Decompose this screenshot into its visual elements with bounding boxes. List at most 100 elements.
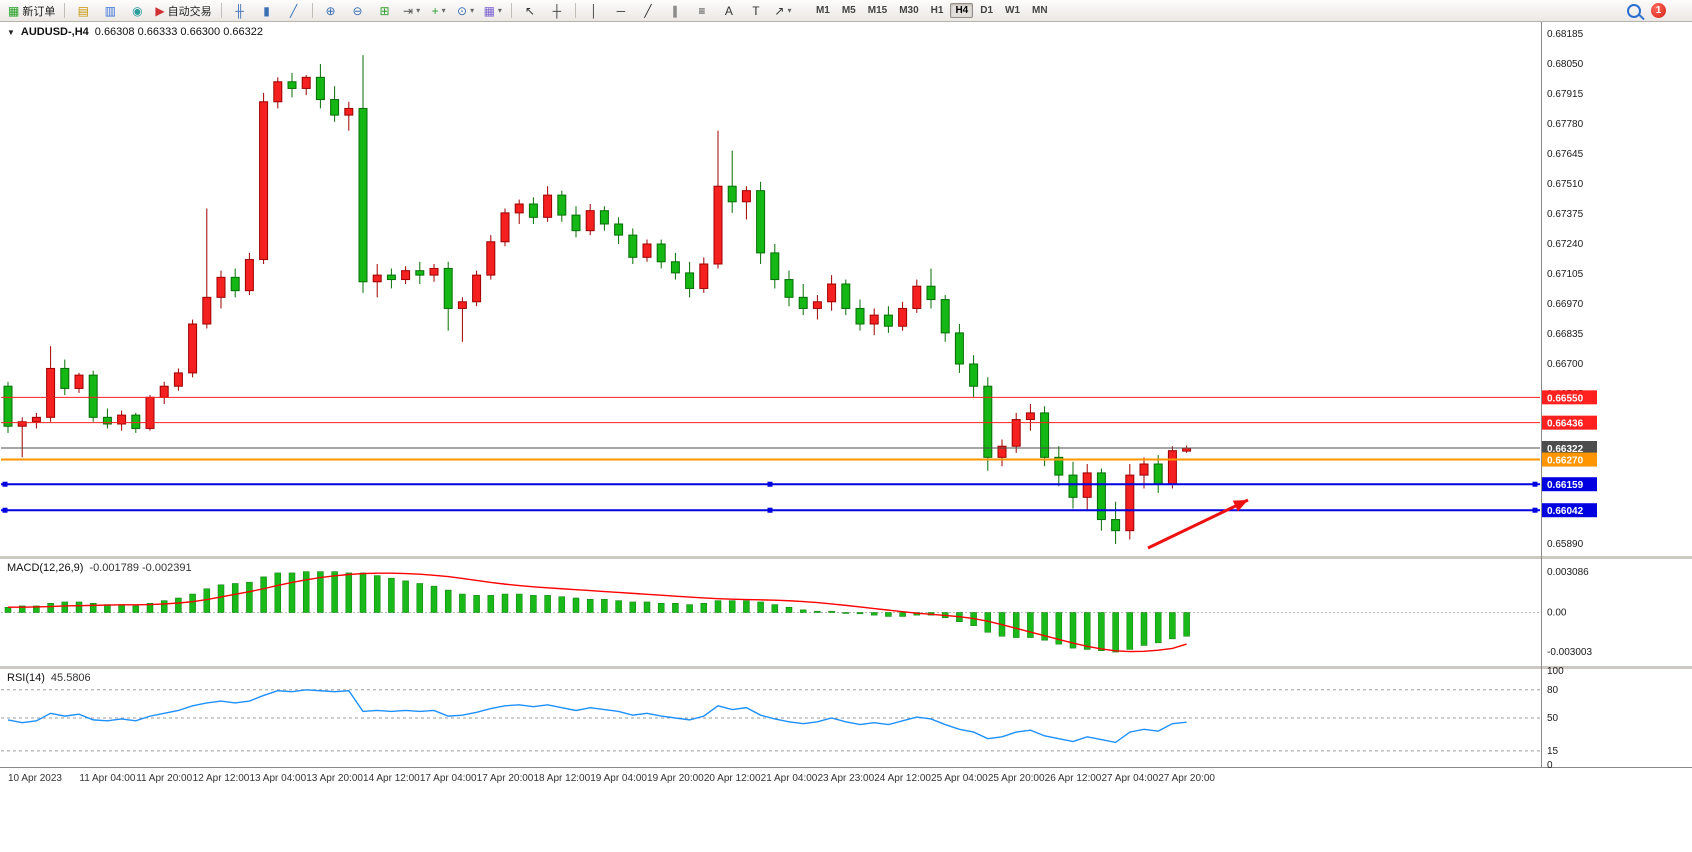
toolbar-separator <box>510 3 512 18</box>
chevron-down-icon: ▾ <box>441 6 446 15</box>
new-chart-button[interactable]: ▤ <box>70 1 96 21</box>
profiles-button[interactable]: ▥ <box>97 1 123 21</box>
zoom-out-icon: ⊖ <box>352 3 363 18</box>
horizontal-line-button[interactable]: ─ <box>608 1 634 21</box>
new-chart-icon: ▤ <box>77 3 90 18</box>
svg-text:13 Apr 20:00: 13 Apr 20:00 <box>306 773 363 784</box>
zoom-in-icon: ⊕ <box>325 3 336 18</box>
svg-text:11 Apr 20:00: 11 Apr 20:00 <box>136 773 192 784</box>
macd-name: MACD(12,26,9) <box>7 562 84 574</box>
zoom-in-button[interactable]: ⊕ <box>318 1 344 21</box>
price-tag <box>1542 415 1597 430</box>
svg-text:17 Apr 20:00: 17 Apr 20:00 <box>477 773 534 784</box>
chevron-down-icon: ▾ <box>416 6 421 15</box>
timeframe-w1[interactable]: W1 <box>1005 5 1021 16</box>
trend-arrow-annotation[interactable] <box>1147 498 1249 550</box>
svg-text:13 Apr 04:00: 13 Apr 04:00 <box>249 773 306 784</box>
timeframe-m1[interactable]: M1 <box>815 5 830 16</box>
svg-text:0.003086: 0.003086 <box>1547 567 1589 578</box>
cursor-icon: ↖ <box>524 3 535 18</box>
new-order-button[interactable]: ▦ 新订单 <box>4 1 59 21</box>
chart-frame <box>0 22 1692 852</box>
vertical-line-button[interactable]: │ <box>581 1 607 21</box>
svg-text:26 Apr 12:00: 26 Apr 12:00 <box>1045 773 1102 784</box>
time-axis[interactable]: 10 Apr 2023 11 Apr 04:00 11 Apr 20:00 12 Ap… <box>8 773 1215 784</box>
svg-text:0: 0 <box>1547 760 1553 771</box>
line-chart-icon: ╱ <box>289 3 298 18</box>
profiles-icon: ▥ <box>104 3 117 18</box>
svg-text:0.67375: 0.67375 <box>1547 209 1584 220</box>
svg-text:0.66436: 0.66436 <box>1547 419 1584 430</box>
svg-text:0.66550: 0.66550 <box>1547 393 1584 404</box>
zoom-out-button[interactable]: ⊖ <box>345 1 371 21</box>
svg-text:25 Apr 20:00: 25 Apr 20:00 <box>988 773 1045 784</box>
indicators-plus-icon: + <box>431 3 439 18</box>
arrow-tool-icon: ↗ <box>774 3 785 18</box>
periods-button[interactable]: ⊙ ▾ <box>453 1 479 21</box>
trendline-icon: ╱ <box>644 3 652 18</box>
svg-text:0.67240: 0.67240 <box>1547 239 1584 250</box>
svg-text:19 Apr 20:00: 19 Apr 20:00 <box>647 773 704 784</box>
line-chart-button[interactable]: ╱ <box>281 1 307 21</box>
text-button[interactable]: A <box>716 1 742 21</box>
macd-signal-line <box>8 572 1187 653</box>
template-icon: ▦ <box>483 3 495 18</box>
fibonacci-icon: ≡ <box>698 3 706 18</box>
autotrading-button-label: 自动交易 <box>167 5 212 18</box>
candlestick-chart-button[interactable]: ▮ <box>254 1 280 21</box>
symbol-caret-icon[interactable]: ▼ <box>7 27 15 37</box>
rsi-name: RSI(14) <box>7 672 45 684</box>
svg-text:0.67105: 0.67105 <box>1547 269 1584 280</box>
timeframe-m15[interactable]: M15 <box>867 5 888 16</box>
text-icon: A <box>724 3 733 18</box>
svg-text:0.66700: 0.66700 <box>1547 359 1584 370</box>
svg-text:18 Apr 12:00: 18 Apr 12:00 <box>533 773 590 784</box>
fibonacci-button[interactable]: ≡ <box>689 1 715 21</box>
label-button[interactable]: T <box>743 1 769 21</box>
tile-windows-icon: ⊞ <box>379 3 390 18</box>
templates-button[interactable]: ▦ ▾ <box>480 1 506 21</box>
notification-badge[interactable]: 1 <box>1651 3 1666 18</box>
indicators-button[interactable]: + ▾ <box>426 1 452 21</box>
svg-text:20 Apr 12:00: 20 Apr 12:00 <box>704 773 761 784</box>
autotrading-icon: ▶ <box>155 3 165 18</box>
timeframe-d1[interactable]: D1 <box>980 5 994 16</box>
arrows-button[interactable]: ↗ ▾ <box>770 1 796 21</box>
search-icon[interactable] <box>1627 3 1641 18</box>
svg-text:0.65890: 0.65890 <box>1547 539 1584 550</box>
cursor-button[interactable]: ↖ <box>517 1 543 21</box>
channel-button[interactable]: ∥ <box>662 1 688 21</box>
macd-panel: 0.003086 0.00 -0.003003 <box>1 567 1592 658</box>
timeframe-mn[interactable]: MN <box>1032 5 1048 16</box>
price-tag <box>1542 452 1597 467</box>
candlestick-icon: ▮ <box>263 3 270 18</box>
svg-text:50: 50 <box>1547 713 1559 724</box>
timeframe-m5[interactable]: M5 <box>841 5 856 16</box>
crosshair-icon: ┼ <box>552 3 562 18</box>
autotrading-button[interactable]: ▶ 自动交易 <box>151 1 215 21</box>
svg-text:0.67645: 0.67645 <box>1547 149 1584 160</box>
timeframe-h4[interactable]: H4 <box>950 3 974 18</box>
svg-text:14 Apr 12:00: 14 Apr 12:00 <box>363 773 420 784</box>
bars-chart-icon: ╫ <box>235 3 244 18</box>
chevron-down-icon: ▾ <box>470 6 475 15</box>
line-handle <box>767 481 773 487</box>
svg-text:12 Apr 12:00: 12 Apr 12:00 <box>193 773 250 784</box>
timeframe-m30[interactable]: M30 <box>899 5 919 16</box>
tile-windows-button[interactable]: ⊞ <box>372 1 398 21</box>
svg-text:19 Apr 04:00: 19 Apr 04:00 <box>590 773 647 784</box>
crosshair-button[interactable]: ┼ <box>544 1 570 21</box>
market-watch-button[interactable]: ◉ <box>124 1 150 21</box>
toolbar-separator <box>574 3 576 18</box>
svg-text:80: 80 <box>1547 685 1559 696</box>
timeframe-group: M1 M5 M15 M30 H1 H4 D1 W1 MN <box>811 3 1053 18</box>
bar-chart-button[interactable]: ╫ <box>227 1 253 21</box>
auto-scroll-button[interactable]: ⇥ ▾ <box>399 1 425 21</box>
line-handle <box>1532 481 1538 487</box>
svg-text:0.66322: 0.66322 <box>1547 444 1584 455</box>
trendline-button[interactable]: ╱ <box>635 1 661 21</box>
candles-layer <box>3 55 1192 544</box>
timeframe-h1[interactable]: H1 <box>930 5 944 16</box>
